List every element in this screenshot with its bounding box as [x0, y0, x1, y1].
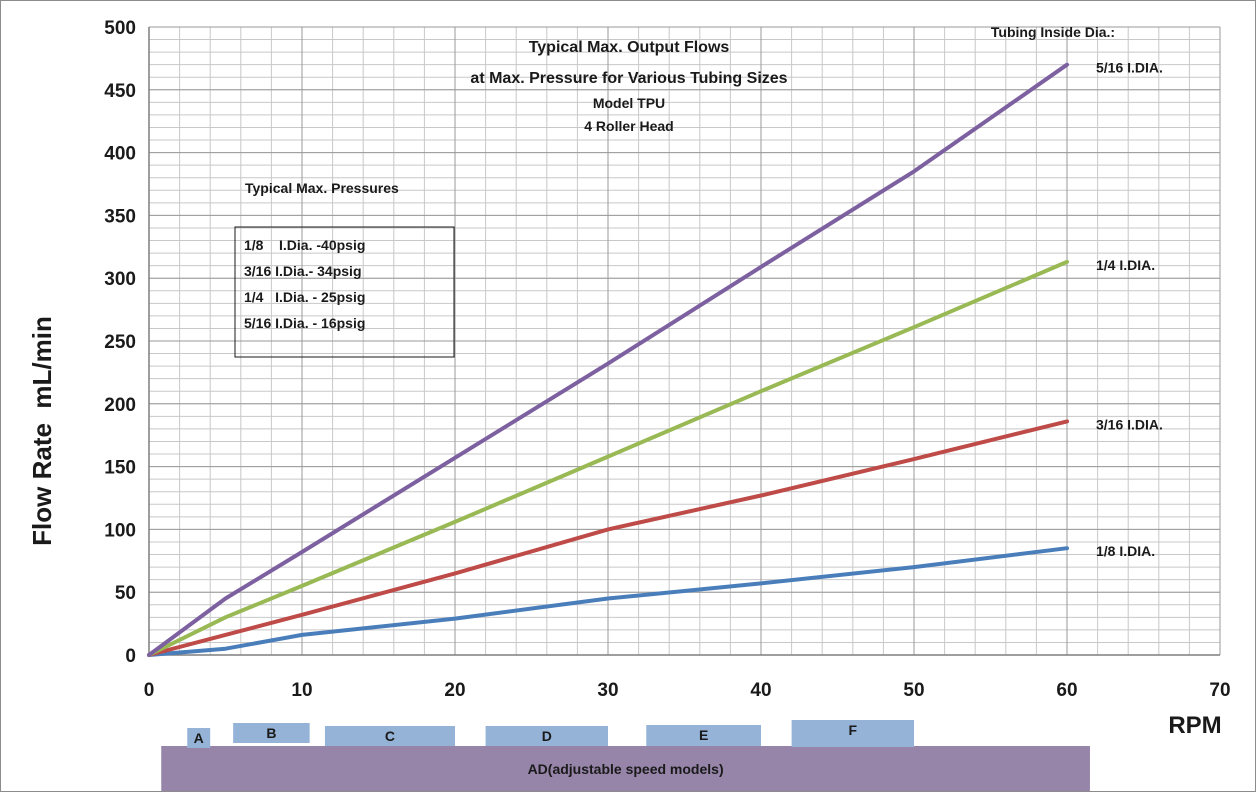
y-tick-label: 0 [125, 646, 136, 667]
annotations: Typical Max. Output Flows at Max. Pressu… [27, 24, 1222, 739]
series-line-1 [147, 546, 1069, 657]
speed-band-label-c: C [385, 728, 395, 744]
x-tick-label: 0 [144, 680, 155, 701]
speed-band-label-b: B [266, 725, 276, 741]
speed-band-b [233, 723, 310, 743]
x-tick-label: 40 [750, 680, 771, 701]
series-label-2: 3/16 I.DIA. [1096, 416, 1163, 432]
adjustable-speed-band [161, 746, 1090, 792]
speed-band-c [324, 726, 455, 746]
speed-band-e [646, 725, 761, 746]
x-tick-label: 10 [291, 680, 312, 701]
y-tick-label: 150 [104, 458, 136, 479]
speed-band-label-f: F [849, 722, 858, 738]
x-tick-label: 60 [1056, 680, 1077, 701]
y-tick-label: 50 [115, 583, 136, 604]
chart-title-line-1: Typical Max. Output Flows [529, 39, 730, 56]
chart-title-line-4: 4 Roller Head [584, 118, 673, 134]
pressure-line-4: 5/16 I.Dia. - 16psig [244, 315, 365, 331]
y-tick-label: 300 [104, 269, 136, 290]
speed-band-label-a: A [194, 730, 204, 746]
pressure-box [234, 226, 455, 358]
series-lines [147, 62, 1069, 657]
y-tick-label: 450 [104, 81, 136, 102]
series-label-1: 1/8 I.DIA. [1096, 543, 1155, 559]
series-line-4 [147, 62, 1069, 657]
pressure-line-3: 1/4 I.Dia. - 25psig [244, 289, 365, 305]
series-heading: Tubing Inside Dia.: [991, 24, 1115, 40]
speed-ranges: AD(adjustable speed models) A B C D E F [161, 720, 1090, 792]
chart-title-line-3: Model TPU [593, 95, 665, 111]
speed-band-f [791, 720, 914, 747]
x-tick-label: 20 [444, 680, 465, 701]
y-tick-label: 100 [104, 520, 136, 541]
chart-title-line-2: at Max. Pressure for Various Tubing Size… [470, 70, 787, 87]
speed-band-d [485, 726, 608, 746]
pressure-line-1: 1/8 I.Dia. -40psig [244, 237, 365, 253]
y-tick-label: 200 [104, 395, 136, 416]
x-tick-label: 30 [597, 680, 618, 701]
series-line-3 [147, 259, 1069, 657]
y-tick-label: 500 [104, 18, 136, 39]
speed-band-label-e: E [699, 727, 708, 743]
speed-band-label-d: D [542, 728, 552, 744]
adjustable-speed-label: AD(adjustable speed models) [528, 761, 724, 777]
y-tick-label: 350 [104, 206, 136, 227]
series-line-2 [147, 419, 1069, 657]
series-label-4: 5/16 I.DIA. [1096, 60, 1163, 76]
pressure-line-2: 3/16 I.Dia.- 34psig [244, 263, 362, 279]
pressure-box-heading: Typical Max. Pressures [245, 180, 399, 196]
y-tick-label: 400 [104, 144, 136, 165]
y-tick-label: 250 [104, 332, 136, 353]
series-label-3: 1/4 I.DIA. [1096, 257, 1155, 273]
speed-band-a [187, 728, 211, 748]
x-axis-label: RPM [1168, 712, 1221, 739]
x-tick-label: 50 [903, 680, 924, 701]
x-tick-label: 70 [1209, 680, 1230, 701]
y-axis-label: Flow Rate mL/min [27, 316, 57, 546]
axes: 0 10 20 30 40 50 60 70 0 50 100 150 200 250 300 350 400 4… [104, 18, 1230, 701]
grid [148, 26, 1221, 656]
